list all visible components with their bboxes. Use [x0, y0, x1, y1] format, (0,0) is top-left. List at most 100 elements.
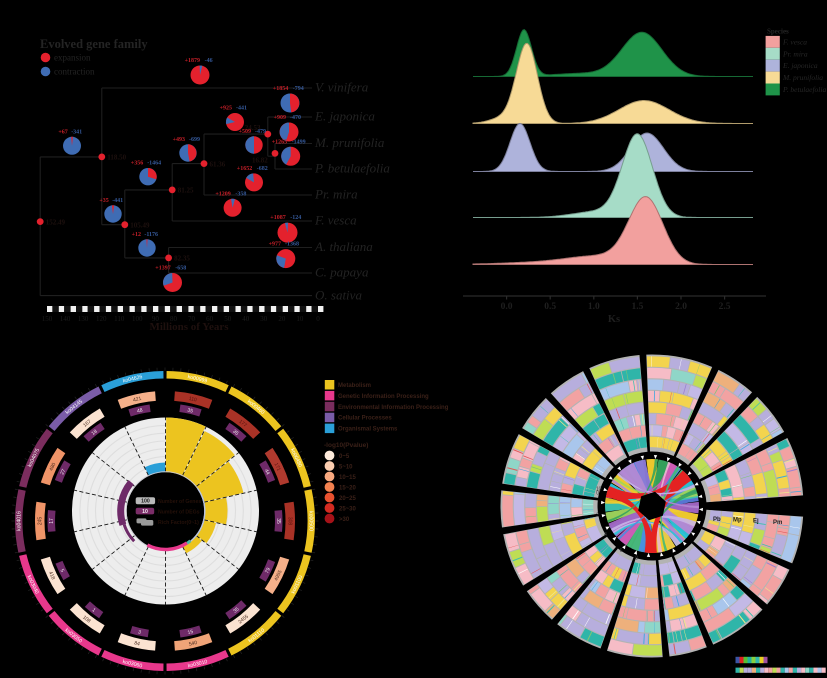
svg-text:1.5: 1.5	[631, 302, 643, 312]
svg-text:+1397: +1397	[155, 266, 170, 272]
svg-text:Pr. mira: Pr. mira	[782, 49, 808, 58]
svg-text:+1879: +1879	[185, 58, 200, 64]
svg-text:-1368: -1368	[285, 242, 299, 248]
svg-text:4: 4	[604, 532, 607, 538]
svg-text:61.36: 61.36	[210, 160, 226, 168]
svg-text:+1265: +1265	[272, 139, 287, 145]
svg-text:+35: +35	[99, 198, 108, 204]
svg-text:24.53: 24.53	[245, 124, 261, 132]
svg-text:Rich Factor(0~1): Rich Factor(0~1)	[158, 520, 199, 526]
svg-text:A. thaliana: A. thaliana	[314, 239, 373, 254]
svg-text:-124: -124	[290, 215, 301, 221]
svg-text:480: 480	[48, 462, 57, 472]
svg-text:Species: Species	[767, 28, 789, 36]
svg-text:167: 167	[82, 419, 92, 429]
svg-text:ko00500: ko00500	[307, 511, 313, 531]
svg-text:-358: -358	[235, 191, 246, 197]
svg-text:V. vinifera: V. vinifera	[315, 80, 369, 95]
svg-text:15~20: 15~20	[339, 486, 357, 492]
svg-text:10: 10	[142, 509, 148, 515]
svg-text:Ej: Ej	[753, 519, 759, 525]
svg-text:Organismal Systems: Organismal Systems	[338, 427, 398, 433]
svg-text:+67: +67	[58, 129, 67, 135]
svg-text:-441: -441	[112, 198, 123, 204]
svg-text:+1209: +1209	[215, 191, 230, 197]
svg-text:C. papaya: C. papaya	[315, 265, 369, 280]
svg-text:81.25: 81.25	[178, 187, 194, 195]
svg-text:120: 120	[96, 315, 107, 323]
svg-text:-470: -470	[290, 115, 301, 121]
svg-text:48: 48	[136, 407, 143, 414]
svg-text:118.50: 118.50	[107, 154, 126, 162]
svg-text:O. sativa: O. sativa	[315, 288, 362, 303]
svg-text:-1499: -1499	[292, 139, 306, 145]
svg-text:150: 150	[42, 315, 53, 323]
svg-text:+909: +909	[274, 115, 286, 121]
svg-text:0: 0	[596, 491, 599, 497]
svg-text:P. betulaefolia: P. betulaefolia	[782, 85, 826, 94]
svg-text:+1087: +1087	[270, 215, 285, 221]
svg-text:Genetic Information Processing: Genetic Information Processing	[338, 394, 429, 400]
svg-text:79: 79	[264, 567, 272, 575]
svg-text:ko03060: ko03060	[122, 659, 143, 669]
svg-text:4955: 4955	[273, 569, 283, 582]
svg-text:17: 17	[49, 518, 55, 524]
svg-text:15: 15	[187, 629, 194, 636]
svg-text:E. japonica: E. japonica	[782, 61, 818, 70]
svg-text:ko04626: ko04626	[122, 374, 143, 384]
svg-text:25~30: 25~30	[339, 507, 357, 513]
svg-text:152.49: 152.49	[46, 218, 66, 226]
svg-text:2: 2	[596, 513, 599, 519]
svg-text:110: 110	[188, 396, 197, 404]
svg-text:418: 418	[47, 571, 56, 581]
svg-text:421: 421	[133, 396, 143, 404]
svg-text:245: 245	[38, 517, 44, 526]
svg-text:M. prunifolia: M. prunifolia	[782, 73, 823, 82]
svg-text:5~10: 5~10	[339, 465, 353, 471]
svg-text:44: 44	[263, 468, 271, 476]
svg-text:100: 100	[141, 499, 150, 505]
svg-text:-794: -794	[293, 86, 304, 92]
svg-text:50: 50	[224, 315, 232, 323]
svg-text:140: 140	[60, 315, 71, 323]
svg-text:Ks: Ks	[608, 314, 620, 325]
svg-text:Pb: Pb	[713, 517, 721, 523]
svg-text:-341: -341	[71, 129, 82, 135]
svg-text:90: 90	[152, 315, 160, 323]
svg-text:ko03010: ko03010	[187, 659, 208, 669]
svg-text:0.5: 0.5	[544, 302, 556, 312]
svg-text:82.35: 82.35	[174, 255, 190, 263]
svg-text:-46: -46	[205, 58, 213, 64]
svg-text:84: 84	[134, 640, 141, 647]
svg-text:-log10(Pvalue): -log10(Pvalue)	[324, 442, 368, 449]
svg-text:2455: 2455	[237, 614, 250, 626]
svg-text:Mp: Mp	[733, 518, 742, 524]
svg-text:ko00999: ko00999	[187, 374, 208, 384]
svg-text:130: 130	[78, 315, 89, 323]
svg-text:308: 308	[286, 517, 292, 526]
svg-text:27: 27	[59, 468, 67, 476]
svg-text:0~5: 0~5	[339, 454, 350, 460]
svg-text:-1176: -1176	[144, 232, 158, 238]
svg-text:+925: +925	[220, 106, 232, 112]
svg-text:1: 1	[91, 607, 97, 614]
svg-text:+356: +356	[131, 161, 143, 167]
svg-text:10~15: 10~15	[339, 475, 357, 481]
svg-text:F. vesca: F. vesca	[782, 37, 807, 46]
svg-text:35: 35	[231, 429, 239, 437]
svg-text:0.0: 0.0	[501, 302, 513, 312]
svg-text:540: 540	[188, 640, 198, 648]
svg-text:+12: +12	[132, 232, 141, 238]
svg-text:3: 3	[137, 629, 141, 636]
svg-text:105.49: 105.49	[130, 222, 150, 230]
svg-text:-658: -658	[175, 266, 186, 272]
svg-text:F. vesca: F. vesca	[314, 213, 357, 228]
svg-text:Cellular Processes: Cellular Processes	[338, 416, 392, 422]
svg-text:M. prunifolia: M. prunifolia	[314, 135, 385, 150]
svg-text:-479: -479	[255, 129, 266, 135]
svg-text:>30: >30	[339, 517, 350, 523]
svg-text:Evolved gene family: Evolved gene family	[40, 37, 148, 51]
svg-text:E. japonica: E. japonica	[314, 109, 375, 124]
svg-text:5: 5	[59, 568, 66, 573]
svg-text:108: 108	[81, 615, 91, 625]
